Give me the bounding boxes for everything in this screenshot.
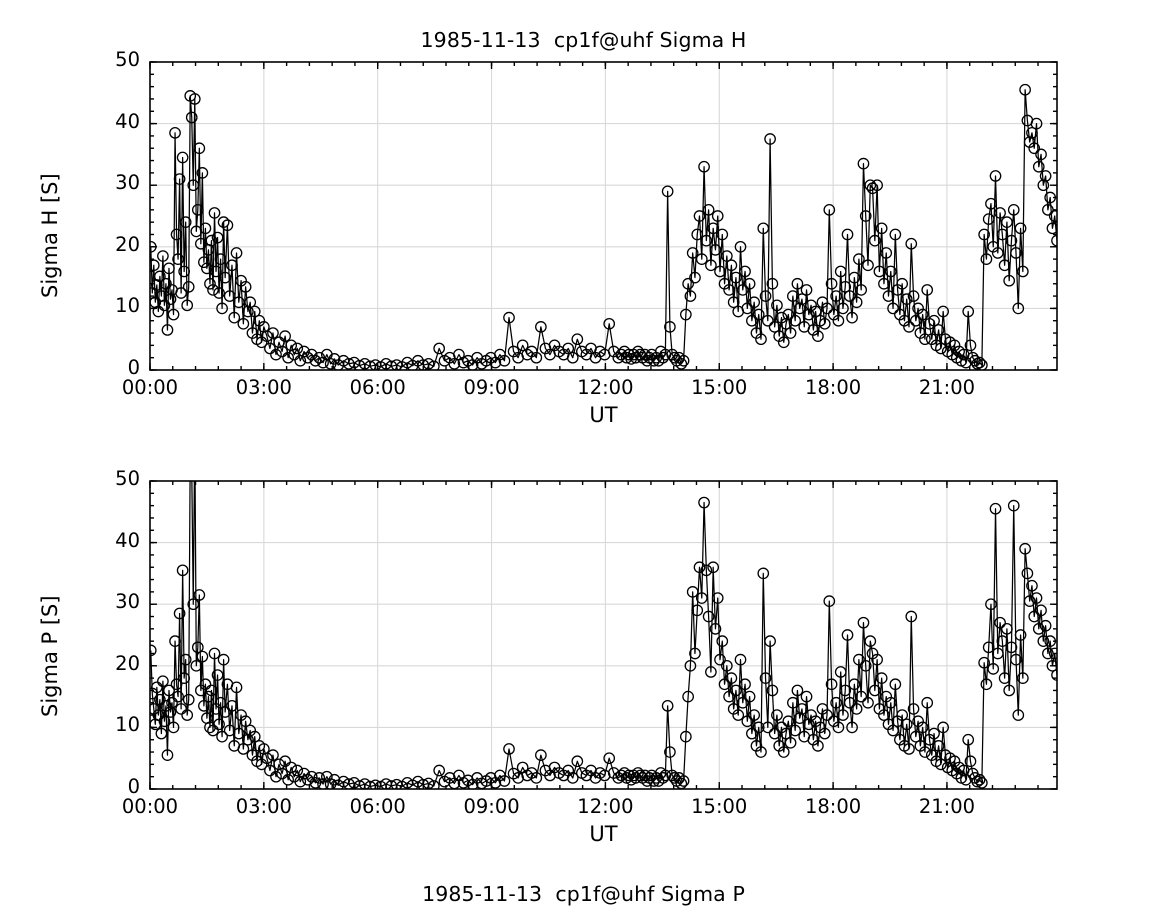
y-tick-label-sigma-h-1: 10: [115, 294, 140, 318]
chart-title-sigma-h: 1985-11-13 cp1f@uhf Sigma H: [420, 28, 747, 52]
x-tick-label-sigma-h-5: 15:00: [691, 376, 748, 399]
x-axis-label-sigma-h: UT: [589, 403, 618, 427]
x-tick-label-sigma-p-3: 09:00: [463, 795, 520, 818]
y-tick-label-sigma-p-5: 50: [115, 467, 140, 490]
y-tick-label-sigma-h-5: 50: [115, 48, 140, 71]
x-tick-label-sigma-p-5: 15:00: [691, 795, 748, 818]
y-axis-label-sigma-h: Sigma H [S]: [38, 173, 62, 298]
x-tick-label-sigma-h-7: 21:00: [918, 376, 976, 399]
x-tick-label-sigma-h-6: 18:00: [804, 376, 862, 399]
y-tick-label-sigma-h-3: 30: [115, 171, 140, 195]
chart-title-sigma-p: 1985-11-13 cp1f@uhf Sigma P: [422, 882, 745, 906]
x-tick-label-sigma-h-1: 03:00: [235, 376, 292, 399]
y-tick-label-sigma-h-0: 0: [127, 356, 140, 379]
y-tick-label-sigma-h-4: 40: [115, 109, 140, 133]
x-axis-label-sigma-p: UT: [589, 822, 618, 846]
y-tick-label-sigma-p-1: 10: [115, 713, 140, 737]
x-tick-label-sigma-p-6: 18:00: [804, 795, 862, 818]
x-tick-label-sigma-p-1: 03:00: [235, 795, 292, 818]
x-tick-label-sigma-h-2: 06:00: [349, 376, 406, 399]
x-tick-label-sigma-h-4: 12:00: [577, 376, 634, 399]
x-tick-label-sigma-p-2: 06:00: [349, 795, 406, 818]
y-tick-label-sigma-p-0: 0: [127, 775, 140, 798]
y-tick-label-sigma-h-2: 20: [115, 232, 140, 256]
y-tick-label-sigma-p-4: 40: [115, 528, 140, 552]
x-tick-label-sigma-p-7: 21:00: [918, 795, 976, 818]
x-tick-label-sigma-p-0: 00:00: [121, 795, 179, 818]
x-tick-label-sigma-h-0: 00:00: [121, 376, 179, 399]
plot-panel-sigma-h: 1985-11-13 cp1f@uhf Sigma H: [0, 0, 1167, 437]
y-axis-label-sigma-p: Sigma P [S]: [38, 595, 62, 717]
x-tick-label-sigma-h-3: 09:00: [463, 376, 520, 399]
x-tick-label-sigma-p-4: 12:00: [577, 795, 634, 818]
y-tick-label-sigma-p-2: 20: [115, 651, 140, 675]
y-tick-label-sigma-p-3: 30: [115, 590, 140, 614]
